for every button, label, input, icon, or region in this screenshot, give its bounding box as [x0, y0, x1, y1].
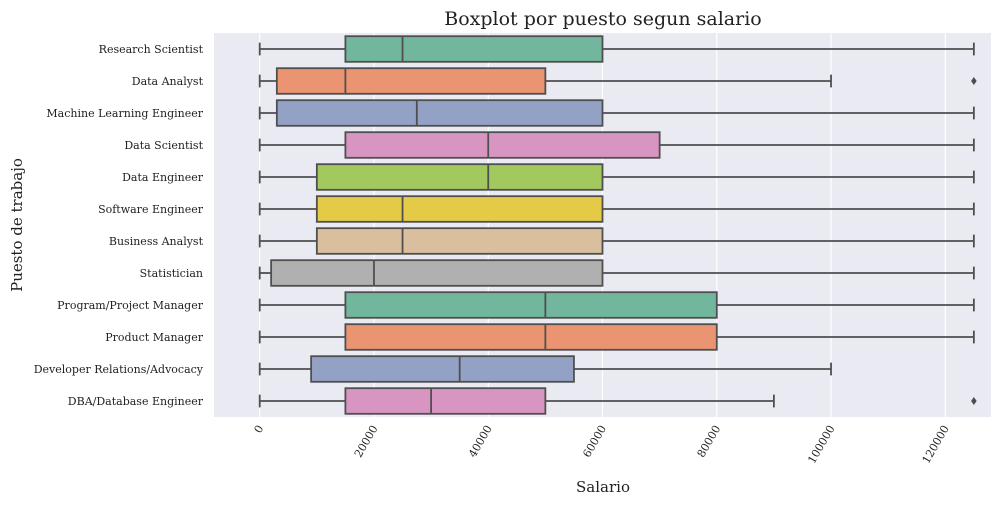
box — [310, 355, 575, 383]
x-tick-label: 0 — [252, 423, 267, 436]
box — [270, 259, 604, 287]
gridlines — [259, 33, 946, 417]
box-group — [258, 387, 977, 415]
y-tick-label: Data Analyst — [132, 75, 204, 88]
box — [275, 99, 604, 127]
y-tick-label: Software Engineer — [98, 203, 204, 216]
box — [315, 163, 604, 191]
box-group — [258, 195, 975, 223]
x-tick-labels: 0 20000 40000 60000 80000 100000 120000 — [252, 423, 952, 466]
box-group — [258, 227, 975, 255]
box-group — [258, 163, 975, 191]
box — [315, 195, 604, 223]
y-tick-label: Product Manager — [105, 331, 204, 344]
box — [315, 227, 604, 255]
y-tick-label: Research Scientist — [99, 43, 204, 56]
x-axis-label: Salario — [576, 478, 630, 496]
outlier-point — [971, 397, 977, 405]
y-tick-label: Data Scientist — [124, 139, 203, 152]
x-tick-label: 100000 — [805, 423, 837, 466]
box-group — [258, 259, 975, 287]
x-tick-label: 20000 — [352, 423, 381, 460]
box-group — [258, 35, 975, 63]
outlier-point — [971, 77, 977, 85]
box-group — [258, 291, 975, 319]
box-group — [258, 99, 975, 127]
box-group — [258, 323, 975, 351]
y-tick-label: Program/Project Manager — [57, 299, 204, 312]
boxes — [258, 35, 977, 415]
box — [275, 67, 547, 95]
y-tick-label: Developer Relations/Advocacy — [34, 363, 204, 376]
chart-title: Boxplot por puesto segun salario — [444, 8, 761, 30]
x-tick-label: 80000 — [695, 423, 724, 460]
box-group — [258, 67, 977, 95]
y-tick-labels: Research Scientist Data Analyst Machine Le… — [34, 43, 204, 408]
box — [344, 291, 718, 319]
y-tick-label: Business Analyst — [109, 235, 204, 248]
y-tick-label: Machine Learning Engineer — [46, 107, 203, 120]
x-tick-label: 60000 — [580, 423, 609, 460]
y-axis-label: Puesto de trabajo — [8, 158, 26, 292]
x-tick-label: 120000 — [920, 423, 952, 466]
y-tick-label: DBA/Database Engineer — [68, 395, 204, 408]
box — [344, 387, 547, 415]
box — [344, 131, 661, 159]
y-tick-label: Statistician — [140, 267, 203, 280]
box — [344, 323, 718, 351]
x-tick-label: 40000 — [466, 423, 495, 460]
y-tick-label: Data Engineer — [122, 171, 204, 184]
box-group — [258, 355, 832, 383]
box — [344, 35, 604, 63]
box-group — [258, 131, 975, 159]
